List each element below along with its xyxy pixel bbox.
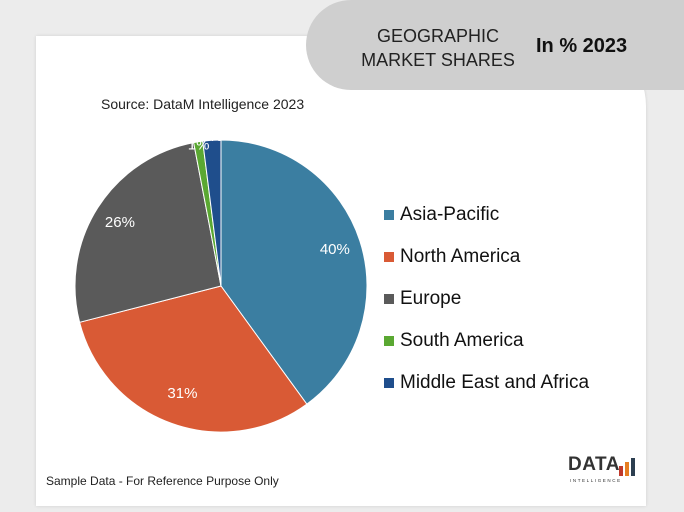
legend-item-asia-pacific: Asia-Pacific <box>384 194 589 236</box>
logo-bar <box>625 462 629 476</box>
legend-label: Europe <box>400 288 462 309</box>
logo-bar <box>631 458 635 476</box>
legend-label: Asia-Pacific <box>400 204 500 225</box>
pie-slice-europe <box>74 142 222 323</box>
legend-swatch <box>384 336 394 346</box>
legend-label: Middle East and Africa <box>400 372 590 393</box>
legend: Asia-Pacific North America Europe South Ame… <box>384 194 589 404</box>
legend-swatch <box>384 294 394 304</box>
pie-label-south-america: 1% <box>188 137 210 154</box>
legend-label: North America <box>400 246 521 267</box>
legend-item-middle-east-and-africa: Middle East and Africa <box>384 362 589 404</box>
logo-subtitle: INTELLIGENCE <box>570 478 622 483</box>
pie-label-europe: 26% <box>105 214 135 231</box>
legend-item-europe: Europe <box>384 278 589 320</box>
legend-item-north-america: North America <box>384 236 589 278</box>
pie-label-middle-east-and-africa: 2% <box>201 128 223 145</box>
pie-slice-asia-pacific <box>220 139 368 405</box>
logo-bars-icon <box>619 458 635 476</box>
pie-label-north-america: 31% <box>167 385 197 402</box>
chart-title: GEOGRAPHIC MARKET SHARES <box>361 26 515 70</box>
legend-label: South America <box>400 330 524 351</box>
pie-label-asia-pacific: 40% <box>320 241 350 258</box>
year-label: In % 2023 <box>536 35 628 57</box>
footer-note: Sample Data - For Reference Purpose Only <box>46 474 279 488</box>
logo-word: DATA <box>568 454 620 475</box>
legend-swatch <box>384 378 394 388</box>
datam-logo: DATA INTELLIGENCE <box>568 454 646 488</box>
legend-item-south-america: South America <box>384 320 589 362</box>
pie-slice-middle-east-and-africa <box>202 139 222 287</box>
title-banner <box>306 0 684 90</box>
legend-swatch <box>384 210 394 220</box>
pie-slice-north-america <box>78 285 308 433</box>
source-note: Source: DataM Intelligence 2023 <box>101 96 305 112</box>
legend-swatch <box>384 252 394 262</box>
logo-bar <box>619 466 623 476</box>
